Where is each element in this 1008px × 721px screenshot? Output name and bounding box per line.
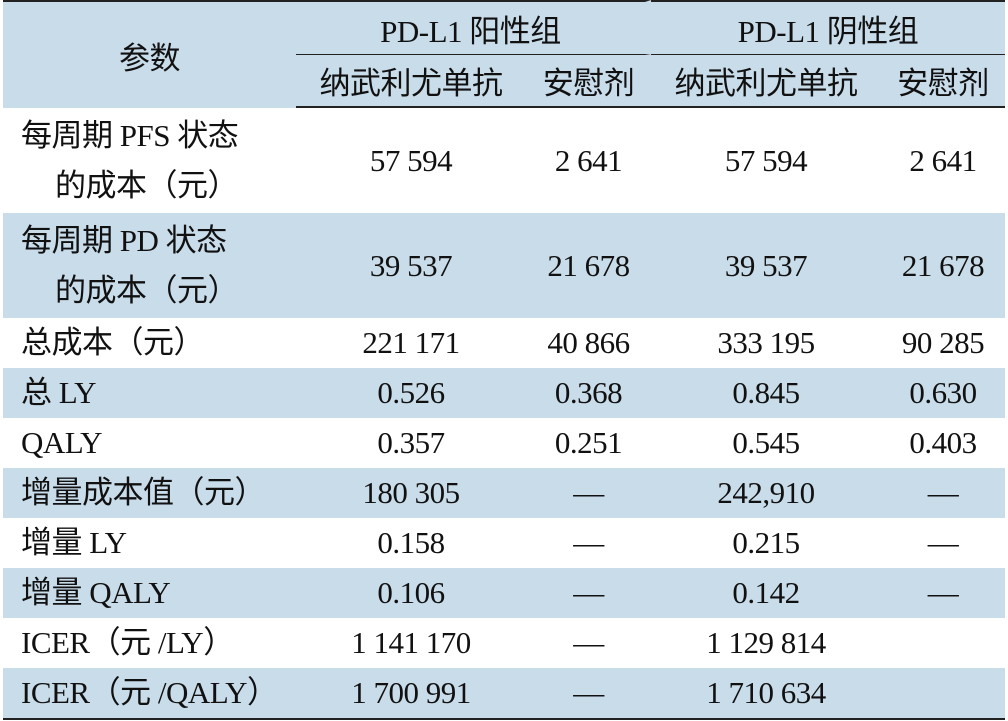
group-header: PD-L1 阴性组 xyxy=(651,0,1005,55)
row-label: QALY xyxy=(3,418,296,468)
value-cell: 221 171 xyxy=(362,325,460,360)
row-label: 增量成本值（元） xyxy=(3,468,296,518)
row-label: 总成本（元） xyxy=(3,318,296,368)
value-cell: 0.106 xyxy=(377,575,445,610)
value-cell: 57 594 xyxy=(724,142,808,178)
value-cell: 39 537 xyxy=(369,247,453,283)
table-header: 参数 PD-L1 阳性组 PD-L1 阴性组 纳武利尤单抗 安慰剂 纳武利尤单抗… xyxy=(3,0,1005,108)
value-cell: 2 641 xyxy=(554,142,623,178)
row-label-line: 每周期 PD 状态 xyxy=(21,222,227,258)
value-cell: 2 641 xyxy=(909,142,977,178)
value-cell: 0.142 xyxy=(732,575,800,610)
value-cell: 21 678 xyxy=(901,247,985,283)
value-cell: 57 594 xyxy=(369,142,453,178)
value-cell: — xyxy=(927,525,959,560)
row-label-line: 的成本（元） xyxy=(55,272,239,308)
header-row: 参数 PD-L1 阳性组 PD-L1 阴性组 xyxy=(3,0,1005,76)
value-cell: 0.251 xyxy=(554,425,623,460)
value-cell: — xyxy=(573,525,604,560)
value-cell: 333 195 xyxy=(717,325,815,360)
value-cell: — xyxy=(526,668,651,720)
value-cell: 0.630 xyxy=(909,375,977,410)
value-cell: 1 700 991 xyxy=(296,668,526,720)
table-row: QALY 0.357 0.251 0.545 0.403 xyxy=(3,418,1005,468)
value-cell: 21 678 xyxy=(547,247,630,283)
row-label-line: ICER（元 /LY） xyxy=(21,625,234,660)
header-cell: 参数 xyxy=(3,0,296,108)
empty-cell xyxy=(881,618,1005,668)
row-label: 增量 QALY xyxy=(3,568,296,618)
value-cell: 1 710 634 xyxy=(651,668,881,720)
row-label-line: 总 LY xyxy=(21,375,96,410)
table-row: 每周期 PD 状态的成本（元） 39 537 21 678 39 537 21 678 xyxy=(3,213,1005,318)
row-label: ICER（元 /LY） xyxy=(3,618,296,668)
table-body: 每周期 PFS 状态 的成本（元） 57 594 2 641 57 594 2 641 每周… xyxy=(3,108,1005,720)
row-label: 每周期 PFS 状态的成本（元） xyxy=(3,108,296,213)
table-row: 增量 QALY 0.106 — 0.142 — xyxy=(3,568,1005,618)
row-label-line: 增量成本值（元） xyxy=(21,475,266,510)
table-row: 每周期 PFS 状态的成本（元） 57 594 2 641 57 594 2 641 xyxy=(3,108,1005,213)
empty-cell xyxy=(881,668,1005,720)
table-row: 总成本（元） 221 171 40 866 333 195 90 285 xyxy=(3,318,1005,368)
table-row: ICER（元 /QALY） 1 700 991—1 710 634 xyxy=(3,668,1005,720)
table-row: ICER（元 /LY） 1 141 170 — 1 129 814 xyxy=(3,618,1005,668)
value-cell: 0.158 xyxy=(377,525,445,560)
table-row: 增量成本值（元） 180 305 — 242,910 — xyxy=(3,468,1005,518)
table-row: 增量 LY 0.158 — 0.215 — xyxy=(3,518,1005,568)
row-label-line: 增量 QALY xyxy=(21,575,171,610)
row-label: 每周期 PD 状态的成本（元） xyxy=(3,213,296,318)
value-cell: 180 305 xyxy=(362,475,460,510)
value-cell: 90 285 xyxy=(901,325,985,360)
value-cell: 242,910 xyxy=(717,475,815,510)
table-row: 总 LY 0.526 0.368 0.845 0.630 xyxy=(3,368,1005,418)
value-cell: 39 537 xyxy=(724,247,808,283)
value-cell: 0.403 xyxy=(909,425,977,460)
subheader: 纳武利尤单抗 xyxy=(651,55,881,108)
row-label-line: 增量 LY xyxy=(21,525,127,560)
subheader: 安慰剂 xyxy=(526,55,651,108)
subheader: 纳武利尤单抗 xyxy=(296,55,526,108)
row-label-line: 每周期 PFS 状态 xyxy=(21,117,239,153)
value-cell: 1 141 170 xyxy=(351,625,471,660)
value-cell: — xyxy=(573,475,604,510)
value-cell: 0.545 xyxy=(732,425,800,460)
row-label: ICER（元 /QALY） xyxy=(3,668,296,720)
value-cell: 40 866 xyxy=(547,325,630,360)
value-cell: — xyxy=(927,475,959,510)
value-cell: 1 129 814 xyxy=(706,625,826,660)
data-table: 参数 PD-L1 阳性组 PD-L1 阴性组 纳武利尤单抗 安慰剂 纳武利尤单抗… xyxy=(3,0,1005,720)
value-cell: — xyxy=(927,575,959,610)
value-cell: 0.357 xyxy=(377,425,445,460)
value-cell: 0.845 xyxy=(732,375,800,410)
value-cell: — xyxy=(573,625,604,660)
row-label: 增量 LY xyxy=(3,518,296,568)
subheader: 安慰剂 xyxy=(881,55,1005,108)
row-label-line: 的成本（元） xyxy=(55,167,239,203)
row-label-line: 总成本（元） xyxy=(21,325,205,360)
value-cell: 0.215 xyxy=(732,525,800,560)
row-label-line: QALY xyxy=(21,425,103,460)
value-cell: 0.368 xyxy=(554,375,623,410)
row-label-line: ICER（元 /QALY） xyxy=(21,675,278,710)
row-label: 总 LY xyxy=(3,368,296,418)
value-cell: — xyxy=(573,575,604,610)
value-cell: 0.526 xyxy=(377,375,445,410)
group-header: PD-L1 阳性组 xyxy=(296,0,651,55)
